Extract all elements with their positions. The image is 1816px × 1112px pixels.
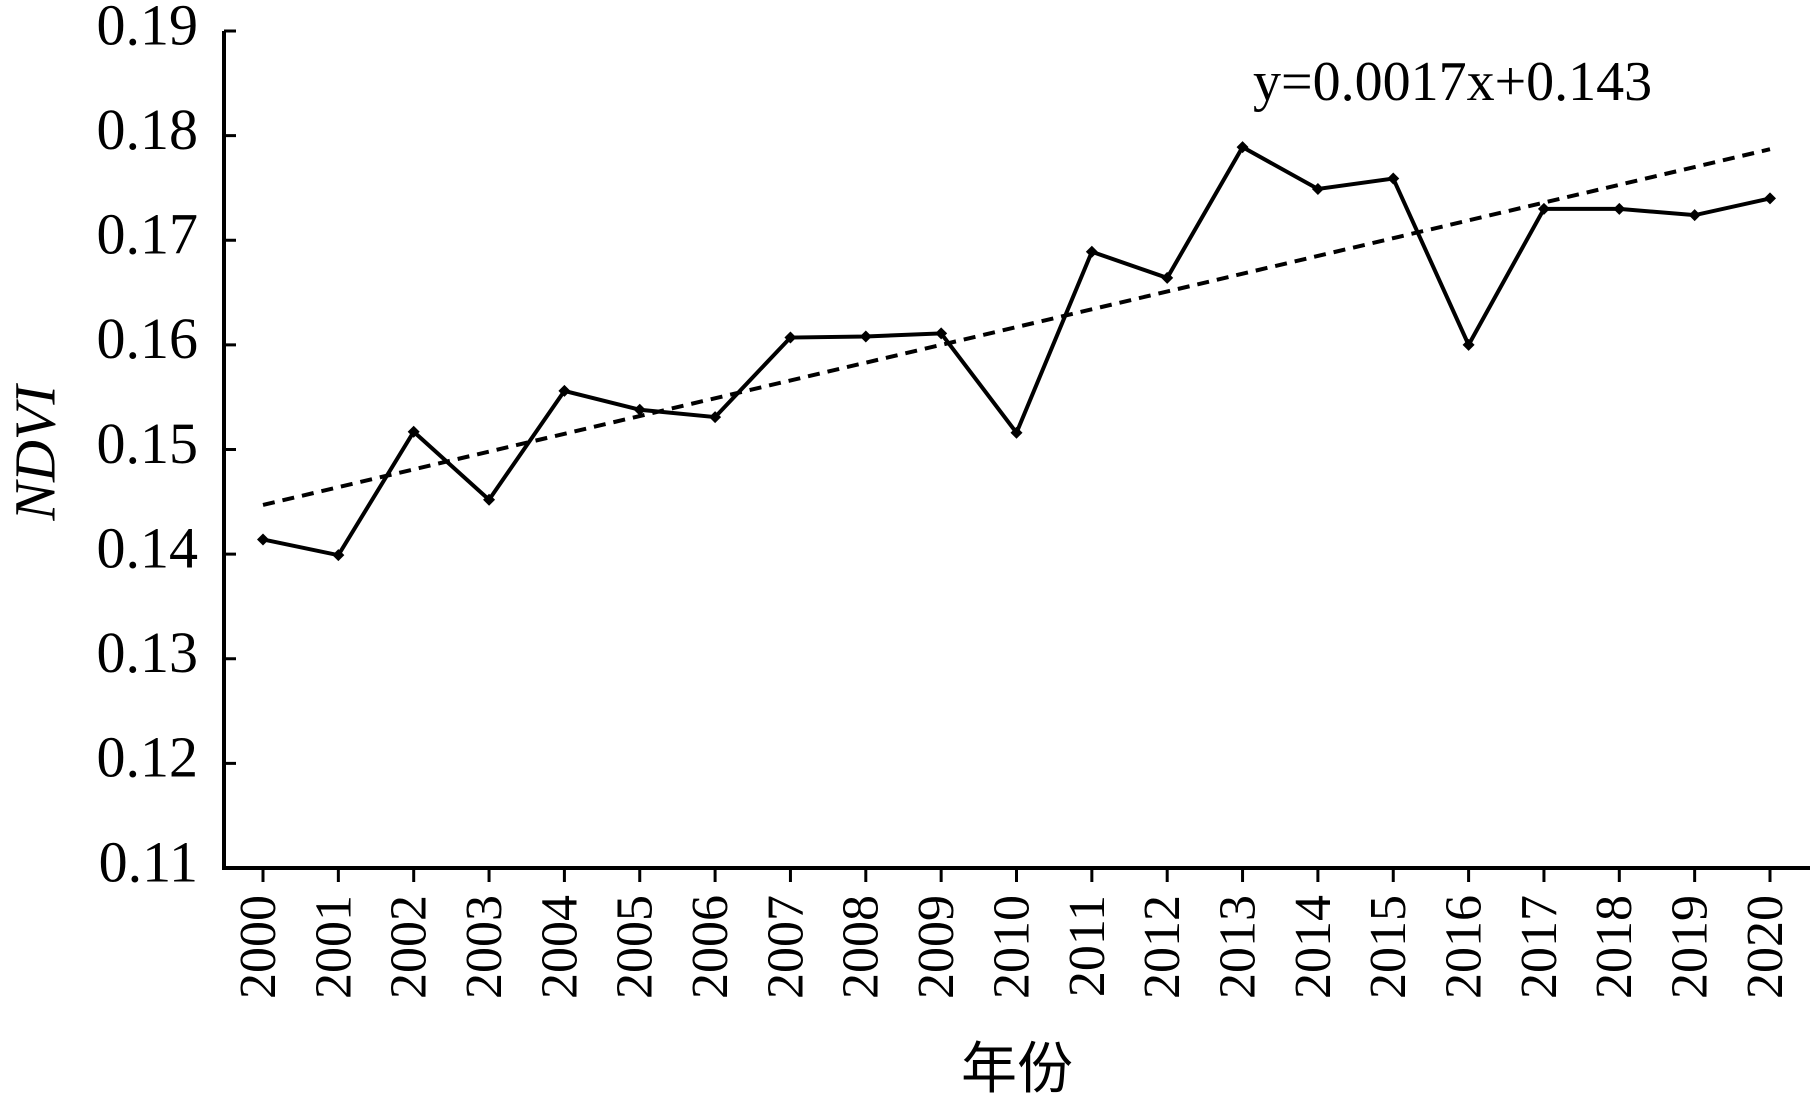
- data-point: [1236, 141, 1249, 154]
- y-tick-label: 0.12: [97, 725, 199, 790]
- x-tick-label: 2007: [757, 895, 814, 999]
- x-tick-label: 2002: [381, 895, 438, 999]
- y-tick-label: 0.15: [97, 411, 199, 476]
- x-tick-label: 2005: [607, 895, 664, 999]
- y-tick-label: 0.14: [97, 515, 199, 580]
- y-tick-label: 0.11: [99, 829, 198, 894]
- x-tick-label: 2012: [1134, 895, 1191, 999]
- data-point: [859, 330, 872, 343]
- data-point: [1161, 271, 1174, 284]
- x-tick-label: 2010: [983, 895, 1040, 999]
- y-tick-label: 0.16: [97, 306, 199, 371]
- trend-equation: y=0.0017x+0.143: [1253, 51, 1652, 113]
- data-point: [558, 384, 571, 397]
- data-point: [935, 327, 948, 340]
- x-tick-label: 2000: [230, 895, 287, 999]
- x-tick-label: 2008: [833, 895, 890, 999]
- y-tick-label: 0.17: [97, 202, 199, 267]
- y-axis-label: NDVI: [2, 383, 67, 522]
- x-tick-label: 2003: [456, 895, 513, 999]
- data-point: [1462, 338, 1475, 351]
- data-point: [257, 533, 269, 546]
- x-tick-label: 2011: [1059, 895, 1116, 997]
- x-tick-label: 2017: [1511, 895, 1568, 999]
- y-tick-label: 0.18: [97, 97, 199, 162]
- x-tick-label: 2015: [1360, 895, 1417, 999]
- x-axis-label: 年份: [961, 1039, 1073, 1101]
- data-point: [407, 425, 420, 438]
- x-tick-label: 2016: [1436, 895, 1493, 999]
- x-tick-label: 2019: [1662, 895, 1719, 999]
- data-point: [784, 331, 797, 344]
- data-point: [1311, 182, 1324, 195]
- data-point: [483, 493, 496, 506]
- x-tick-label: 2009: [908, 895, 965, 999]
- data-point: [1387, 172, 1400, 185]
- x-tick-label: 2020: [1737, 895, 1794, 999]
- data-point: [1688, 209, 1701, 222]
- x-tick-label: 2001: [305, 895, 362, 999]
- y-tick-label: 0.19: [97, 0, 199, 57]
- x-tick-label: 2014: [1285, 895, 1342, 999]
- data-point: [332, 549, 345, 562]
- data-point: [633, 403, 646, 416]
- x-tick-label: 2013: [1209, 895, 1266, 999]
- x-tick-label: 2018: [1586, 895, 1643, 999]
- y-tick-label: 0.13: [97, 620, 199, 685]
- trend-line: [262, 147, 1771, 507]
- data-point: [1085, 245, 1098, 258]
- data-point: [1537, 202, 1550, 215]
- data-point: [1613, 202, 1626, 215]
- data-point: [709, 411, 722, 424]
- x-tick-label: 2004: [531, 895, 588, 999]
- x-tick-label: 2006: [682, 895, 739, 999]
- data-point: [1764, 192, 1776, 205]
- data-point: [1010, 426, 1023, 439]
